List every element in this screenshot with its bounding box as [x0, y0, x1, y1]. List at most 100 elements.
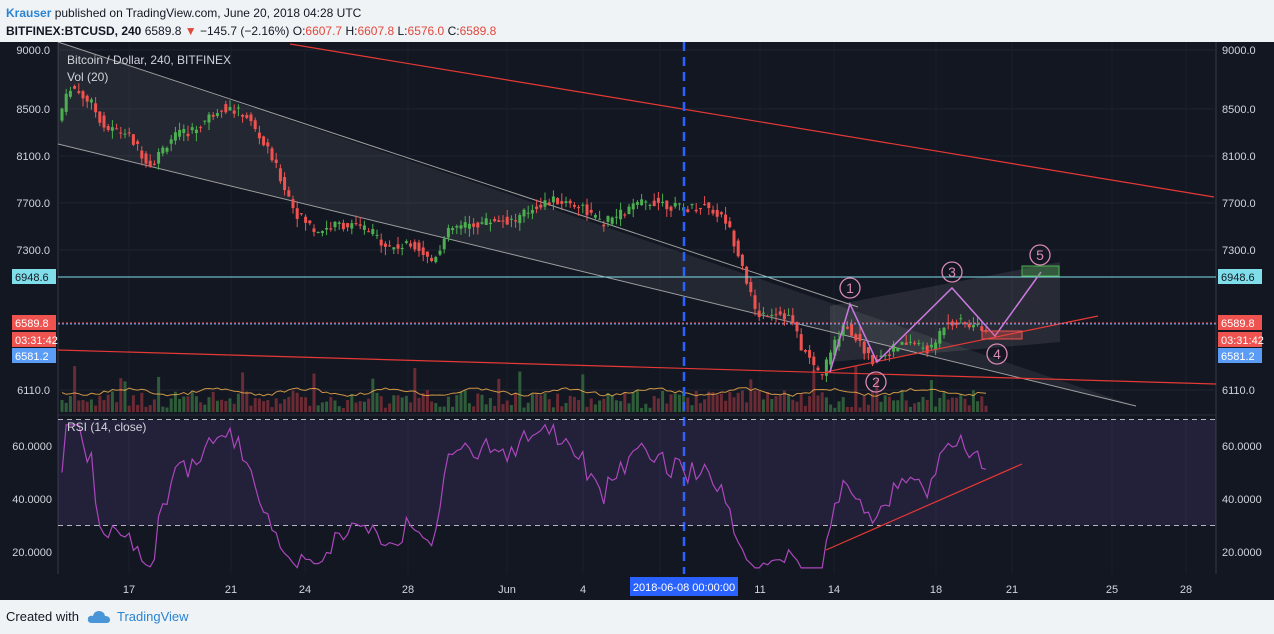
candle-body [619, 209, 623, 220]
candle-body [778, 311, 782, 315]
candle-body [858, 333, 862, 342]
volume-bar [942, 391, 946, 412]
candle-body [799, 334, 803, 351]
candle-body [703, 204, 707, 206]
candle-body [501, 220, 505, 222]
tradingview-brand[interactable]: TradingView [87, 605, 189, 629]
candle-body [186, 133, 190, 137]
volume-bar [614, 400, 618, 412]
volume-bar [946, 399, 950, 412]
candle-body [241, 114, 245, 117]
volume-bar [887, 396, 891, 412]
candle-body [194, 129, 198, 134]
candle-body [249, 114, 253, 122]
volume-bar [203, 404, 207, 412]
volume-bar [707, 391, 711, 412]
volume-bar [228, 398, 232, 412]
candle-body [623, 214, 627, 216]
volume-bar [934, 406, 938, 412]
volume-bar [505, 400, 509, 412]
symbol-label: BITFINEX:BTCUSD, 240 [6, 24, 142, 38]
volume-bar [736, 392, 740, 412]
chart-area[interactable]: 1 2 3 4 5 9000.0 9000.0 8500.0 8500.0 8100.0 8100… [0, 41, 1274, 600]
candle-body [724, 214, 728, 224]
volume-bar [165, 407, 169, 412]
stop-box [981, 330, 1023, 340]
volume-bar [640, 407, 644, 412]
volume-bar [140, 392, 144, 412]
price-tick-right: 7700.0 [1222, 198, 1256, 210]
volume-bar [94, 405, 98, 412]
candle-body [547, 202, 551, 205]
volume-bar [367, 398, 371, 412]
candle-body [459, 225, 463, 229]
candle-body [938, 331, 942, 344]
candle-body [892, 343, 896, 352]
x-tick-label: 24 [299, 584, 311, 596]
candle-body [652, 200, 656, 207]
candle-body [690, 204, 694, 206]
volume-bar [623, 392, 627, 412]
candle-body [543, 200, 547, 207]
volume-bar [913, 403, 917, 412]
price-tag-text: 03:31:42 [15, 335, 58, 347]
price-tick-right: 7300.0 [1222, 245, 1256, 257]
candle-body [728, 221, 732, 228]
candle-body [127, 132, 131, 134]
volume-bar [480, 394, 484, 412]
volume-bar [455, 395, 459, 412]
volume-bar [816, 395, 820, 412]
author-link[interactable]: Krauser [6, 6, 52, 20]
candle-body [270, 148, 274, 161]
volume-bar [325, 401, 329, 412]
volume-bar [413, 368, 417, 412]
candle-body [337, 222, 341, 224]
volume-bar [766, 392, 770, 412]
candle-body [404, 241, 408, 243]
volume-bar [732, 397, 736, 412]
volume-bar [493, 405, 497, 412]
candle-body [123, 133, 127, 135]
volume-bar [879, 401, 883, 412]
candle-body [896, 347, 900, 352]
candle-body [959, 318, 963, 320]
candle-body [131, 134, 135, 145]
price-tag-text: 6948.6 [1221, 272, 1255, 284]
volume-bar [211, 391, 215, 412]
volume-bar [749, 379, 753, 412]
volume-bar [782, 390, 786, 412]
candle-body [610, 217, 614, 224]
volume-bar [257, 398, 261, 412]
volume-bar [757, 390, 761, 412]
volume-bar [551, 407, 555, 412]
volume-bar [388, 403, 392, 412]
candle-body [245, 115, 249, 118]
volume-bar [392, 395, 396, 412]
volume-bar [871, 391, 875, 412]
volume-bar [476, 393, 480, 412]
candle-body [73, 85, 77, 89]
volume-bar [358, 401, 362, 412]
trendline-upper [289, 43, 1215, 198]
volume-bar [644, 403, 648, 412]
volume-bar [518, 371, 522, 412]
candle-body [606, 216, 610, 222]
candle-body [971, 324, 975, 328]
wave-label: 1 [846, 280, 854, 296]
candle-body [719, 212, 723, 215]
candle-body [640, 199, 644, 206]
volume-bar [728, 391, 732, 412]
volume-bar [295, 392, 299, 412]
volume-bar [220, 399, 224, 412]
volume-bar [812, 369, 816, 412]
volume-bar [81, 399, 85, 412]
volume-bar [291, 390, 295, 412]
volume-bar [581, 374, 585, 412]
volume-bar [123, 381, 127, 412]
candle-body [572, 205, 576, 207]
candle-body [917, 343, 921, 345]
highlight-date-box [630, 577, 738, 596]
chart-svg[interactable]: 1 2 3 4 5 9000.0 9000.0 8500.0 8500.0 8100.0 8100… [0, 41, 1274, 600]
candle-body [887, 354, 891, 356]
price-tick-right: 9000.0 [1222, 45, 1256, 57]
